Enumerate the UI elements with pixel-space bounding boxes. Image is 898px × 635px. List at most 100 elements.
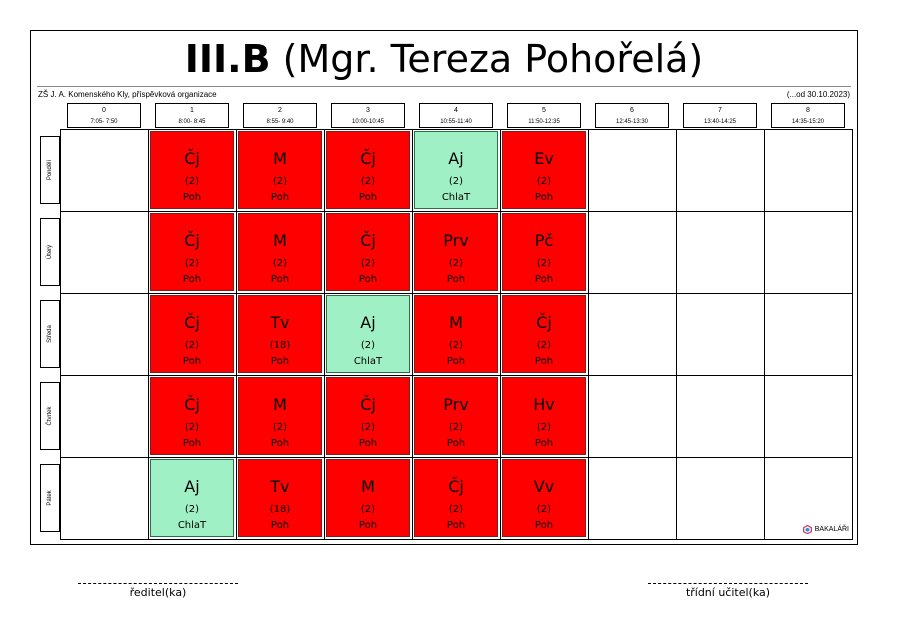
lesson-teacher: Poh — [182, 438, 202, 449]
period-header-6: 6 12:45-13:30 — [595, 103, 669, 128]
lesson-subject: Čj — [184, 395, 200, 414]
grid-line — [60, 539, 853, 540]
lesson-teacher: Poh — [534, 438, 554, 449]
period-time: 13:40-14:25 — [703, 119, 737, 125]
lesson-cell[interactable]: Čj (2) Poh — [150, 213, 234, 291]
period-time: 8:00- 8:45 — [178, 119, 206, 125]
lesson-cell[interactable]: Čj (2) Poh — [326, 377, 410, 455]
lesson-group: (2) — [272, 422, 288, 433]
lesson-teacher: Poh — [182, 274, 202, 285]
lesson-teacher: Poh — [182, 356, 202, 367]
lesson-teacher: Poh — [270, 356, 290, 367]
grid-line — [852, 129, 853, 539]
period-header-5: 5 11:50-12:35 — [507, 103, 581, 128]
signature-label: třídní učitel(ka) — [685, 586, 771, 599]
lesson-teacher: Poh — [534, 356, 554, 367]
lesson-group: (18) — [269, 504, 291, 515]
grid-line — [412, 129, 413, 539]
lesson-cell[interactable]: M (2) Poh — [238, 213, 322, 291]
grid-line — [324, 129, 325, 539]
lesson-cell[interactable]: Prv (2) Poh — [414, 213, 498, 291]
signature-label: ředitel(ka) — [129, 586, 187, 599]
class-teacher: (Mgr. Tereza Pohořelá) — [282, 37, 704, 81]
period-number: 4 — [454, 107, 458, 114]
lesson-subject: M — [361, 477, 375, 496]
lesson-cell[interactable]: M (2) Poh — [326, 459, 410, 537]
grid-line — [60, 211, 853, 212]
lesson-cell[interactable]: Prv (2) Poh — [414, 377, 498, 455]
period-header-4: 4 10:55-11:40 — [419, 103, 493, 128]
lesson-group: (2) — [360, 176, 376, 187]
lesson-cell[interactable]: Čj (2) Poh — [502, 295, 586, 373]
day-label-box: Pondělí — [40, 136, 60, 204]
period-time: 8:55- 9:40 — [266, 119, 294, 125]
lesson-group: (2) — [272, 258, 288, 269]
lesson-subject: Čj — [536, 313, 552, 332]
lesson-cell[interactable]: M (2) Poh — [238, 131, 322, 209]
lesson-cell[interactable]: M (2) Poh — [414, 295, 498, 373]
period-number: 0 — [102, 107, 106, 114]
lesson-group: (2) — [536, 176, 552, 187]
lesson-cell[interactable]: Hv (2) Poh — [502, 377, 586, 455]
period-header-1: 1 8:00- 8:45 — [155, 103, 229, 128]
lesson-group: (2) — [448, 422, 464, 433]
lesson-subject: Prv — [443, 231, 469, 250]
lesson-teacher: Poh — [534, 520, 554, 531]
lesson-cell[interactable]: Čj (2) Poh — [326, 213, 410, 291]
period-number: 6 — [630, 107, 634, 114]
grid-line — [148, 129, 149, 539]
lesson-teacher: Poh — [534, 274, 554, 285]
lesson-teacher: Poh — [358, 438, 378, 449]
lesson-subject: M — [273, 231, 287, 250]
grid-line — [60, 129, 61, 539]
lesson-subject: Aj — [360, 313, 376, 332]
lesson-teacher: Poh — [446, 438, 466, 449]
day-label-box: Pátek — [40, 464, 60, 532]
lesson-teacher: Poh — [270, 274, 290, 285]
lesson-cell[interactable]: Aj (2) ChlaT — [414, 131, 498, 209]
period-header-7: 7 13:40-14:25 — [683, 103, 757, 128]
lesson-cell[interactable]: Čj (2) Poh — [150, 377, 234, 455]
lesson-group: (2) — [184, 340, 200, 351]
lesson-teacher: Poh — [534, 192, 554, 203]
lesson-teacher: Poh — [358, 274, 378, 285]
period-number: 2 — [278, 107, 282, 114]
period-time: 14:35-15:20 — [791, 119, 825, 125]
lesson-cell[interactable]: Aj (2) ChlaT — [326, 295, 410, 373]
day-label: Pátek — [47, 490, 53, 506]
lesson-cell[interactable]: M (2) Poh — [238, 377, 322, 455]
period-time: 12:45-13:30 — [615, 119, 649, 125]
lesson-subject: M — [273, 149, 287, 168]
lesson-cell[interactable]: Ev (2) Poh — [502, 131, 586, 209]
grid-line — [60, 457, 853, 458]
lesson-subject: Čj — [184, 231, 200, 250]
lesson-cell[interactable]: Čj (2) Poh — [414, 459, 498, 537]
lesson-cell[interactable]: Tv (18) Poh — [238, 295, 322, 373]
lesson-cell[interactable]: Čj (2) Poh — [150, 295, 234, 373]
lesson-subject: Čj — [184, 149, 200, 168]
signature-line — [78, 583, 238, 584]
title-divider — [37, 86, 851, 87]
lesson-teacher: Poh — [270, 520, 290, 531]
lesson-subject: Vv — [533, 477, 555, 496]
lesson-cell[interactable]: Pč (2) Poh — [502, 213, 586, 291]
lesson-cell[interactable]: Čj (2) Poh — [326, 131, 410, 209]
lesson-group: (18) — [269, 340, 291, 351]
lesson-cell[interactable]: Čj (2) Poh — [150, 131, 234, 209]
lesson-group: (2) — [448, 504, 464, 515]
lesson-cell[interactable]: Tv (18) Poh — [238, 459, 322, 537]
logo-text: BAKALÁŘI — [814, 526, 849, 533]
lesson-subject: Aj — [448, 149, 464, 168]
lesson-cell[interactable]: Aj (2) ChlaT — [150, 459, 234, 537]
lesson-cell[interactable]: Vv (2) Poh — [502, 459, 586, 537]
lesson-subject: Čj — [360, 231, 376, 250]
lesson-subject: Čj — [360, 149, 376, 168]
grid-line — [588, 129, 589, 539]
lesson-subject: Pč — [534, 231, 554, 250]
lesson-teacher: Poh — [270, 192, 290, 203]
period-time: 10:55-11:40 — [440, 119, 472, 125]
lesson-subject: M — [273, 395, 287, 414]
grid-line — [764, 129, 765, 539]
lesson-teacher: ChlaT — [177, 520, 207, 531]
day-label: Úterý — [47, 244, 53, 260]
